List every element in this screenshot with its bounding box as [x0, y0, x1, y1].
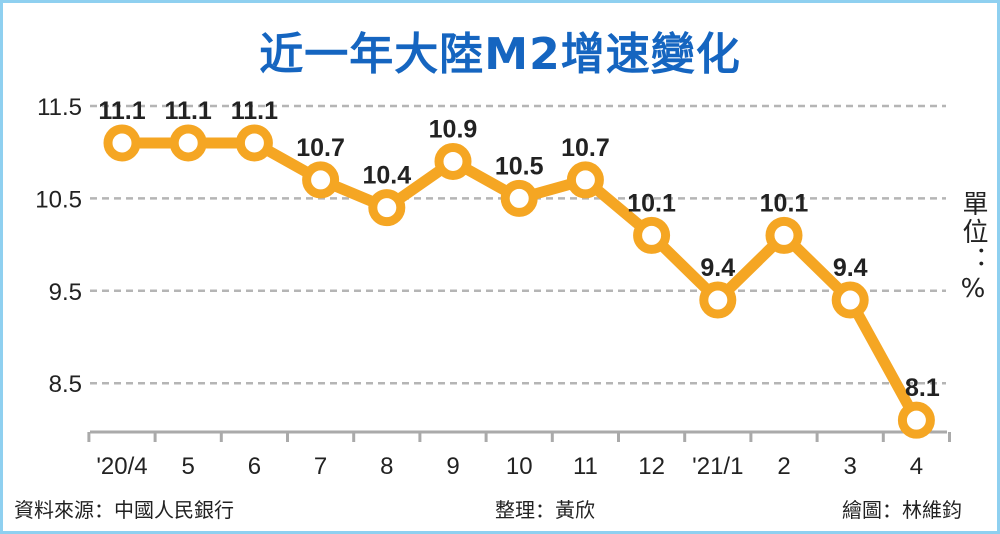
data-point [169, 124, 207, 162]
data-point [831, 281, 869, 319]
data-point [633, 216, 671, 254]
data-label: 11.1 [165, 97, 212, 125]
data-label: 10.5 [495, 152, 544, 180]
x-tick-label: 2 [777, 453, 790, 480]
data-point [765, 216, 803, 254]
x-tick-label: 3 [844, 453, 857, 480]
data-point [566, 161, 604, 199]
x-tick-label: 6 [248, 453, 261, 480]
y-tick-label: 9.5 [49, 279, 82, 306]
data-point [434, 142, 472, 180]
x-tick-label: 11 [573, 453, 598, 480]
x-tick-label: '20/4 [96, 453, 147, 480]
data-label: 10.1 [627, 189, 676, 217]
y-tick-label: 11.5 [37, 94, 82, 121]
data-label: 10.9 [429, 115, 478, 143]
unit-label: 單位：% [958, 190, 988, 306]
data-label: 10.7 [561, 134, 610, 162]
x-tick-label: 8 [380, 453, 393, 480]
data-label: 10.1 [760, 189, 809, 217]
source-note: 資料來源：中國人民銀行 [14, 498, 234, 522]
x-tick-label: '21/1 [692, 453, 743, 480]
data-point [500, 179, 538, 217]
x-tick-label: 10 [506, 453, 533, 480]
data-label: 9.4 [833, 254, 868, 282]
data-point [302, 161, 340, 199]
x-tick-label: 9 [446, 453, 459, 480]
data-point [897, 401, 935, 439]
data-label: 11.1 [231, 97, 278, 125]
data-label: 10.4 [362, 162, 411, 190]
data-label: 11.1 [98, 97, 145, 125]
x-tick-label: 7 [314, 453, 327, 480]
data-label: 9.4 [700, 254, 735, 282]
data-point [699, 281, 737, 319]
x-tick-label: 5 [182, 453, 195, 480]
y-tick-label: 10.5 [35, 186, 82, 213]
data-point [368, 189, 406, 227]
data-point [103, 124, 141, 162]
chart-title: 近一年大陸M2增速變化 [259, 29, 741, 80]
y-tick-label: 8.5 [49, 371, 82, 398]
illustrator-note: 繪圖：林維鈞 [842, 498, 962, 522]
editor-note: 整理：黃欣 [495, 498, 595, 522]
x-tick-label: 4 [910, 453, 923, 480]
data-label: 8.1 [905, 374, 940, 402]
data-point [235, 124, 273, 162]
x-tick-label: 12 [638, 453, 665, 480]
data-label: 10.7 [296, 134, 345, 162]
